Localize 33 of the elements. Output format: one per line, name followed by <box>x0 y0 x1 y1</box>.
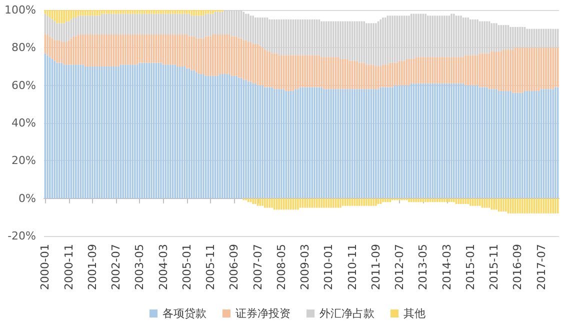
x-tick-label: 2009-03 <box>298 244 312 290</box>
x-tick-label: 2014-03 <box>440 244 454 290</box>
x-tick-label: 2013-05 <box>416 244 430 290</box>
x-tick-label: 2000-11 <box>62 244 76 290</box>
y-tick-label: 100% <box>4 4 36 16</box>
legend-label: 证券净投资 <box>236 307 290 320</box>
x-tick-label: 2015-01 <box>464 244 477 290</box>
x-tick-label: 2005-11 <box>204 244 218 290</box>
y-tick-label: 20% <box>12 154 36 168</box>
y-tick-label: 60% <box>12 78 36 92</box>
x-tick-label: 2003-05 <box>133 244 146 290</box>
y-tick-label: 80% <box>12 41 36 54</box>
x-tick-label: 2004-03 <box>156 244 170 290</box>
x-tick-label: 2000-01 <box>38 244 52 290</box>
x-tick-label: 2006-09 <box>228 244 241 290</box>
x-tick-label: 2017-07 <box>534 244 548 290</box>
x-tick-label: 2010-11 <box>346 244 359 290</box>
y-tick-label: -20% <box>8 230 36 242</box>
x-tick-label: 2012-07 <box>393 244 406 290</box>
x-tick-label: 2007-07 <box>251 244 264 290</box>
y-tick-label: 40% <box>12 116 36 130</box>
x-tick-label: 2011-09 <box>369 244 382 290</box>
x-tick-label: 2002-07 <box>110 244 123 290</box>
legend-label: 各项贷款 <box>162 307 206 320</box>
legend-label: 其他 <box>404 307 426 320</box>
x-tick-label: 2008-05 <box>274 244 288 290</box>
x-tick-label: 2016-09 <box>511 244 524 290</box>
legend-label: 外汇净占款 <box>320 307 374 320</box>
x-tick-label: 2005-01 <box>180 244 194 290</box>
x-tick-label: 2015-11 <box>488 244 501 290</box>
x-tick-label: 2010-01 <box>322 244 336 290</box>
y-tick-label: 0% <box>18 192 36 205</box>
x-tick-label: 2001-09 <box>86 244 99 290</box>
